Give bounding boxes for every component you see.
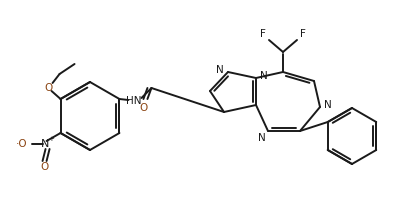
Text: HN: HN xyxy=(126,96,141,106)
Text: F: F xyxy=(259,29,265,39)
Text: F: F xyxy=(299,29,305,39)
Text: O: O xyxy=(41,162,49,172)
Text: N: N xyxy=(259,71,267,81)
Text: O: O xyxy=(139,103,147,113)
Text: ·O: ·O xyxy=(16,139,27,149)
Text: +: + xyxy=(49,136,55,142)
Text: N: N xyxy=(216,65,223,75)
Text: N: N xyxy=(257,133,265,143)
Text: O: O xyxy=(45,83,53,93)
Text: N: N xyxy=(41,139,50,149)
Text: N: N xyxy=(323,100,331,110)
